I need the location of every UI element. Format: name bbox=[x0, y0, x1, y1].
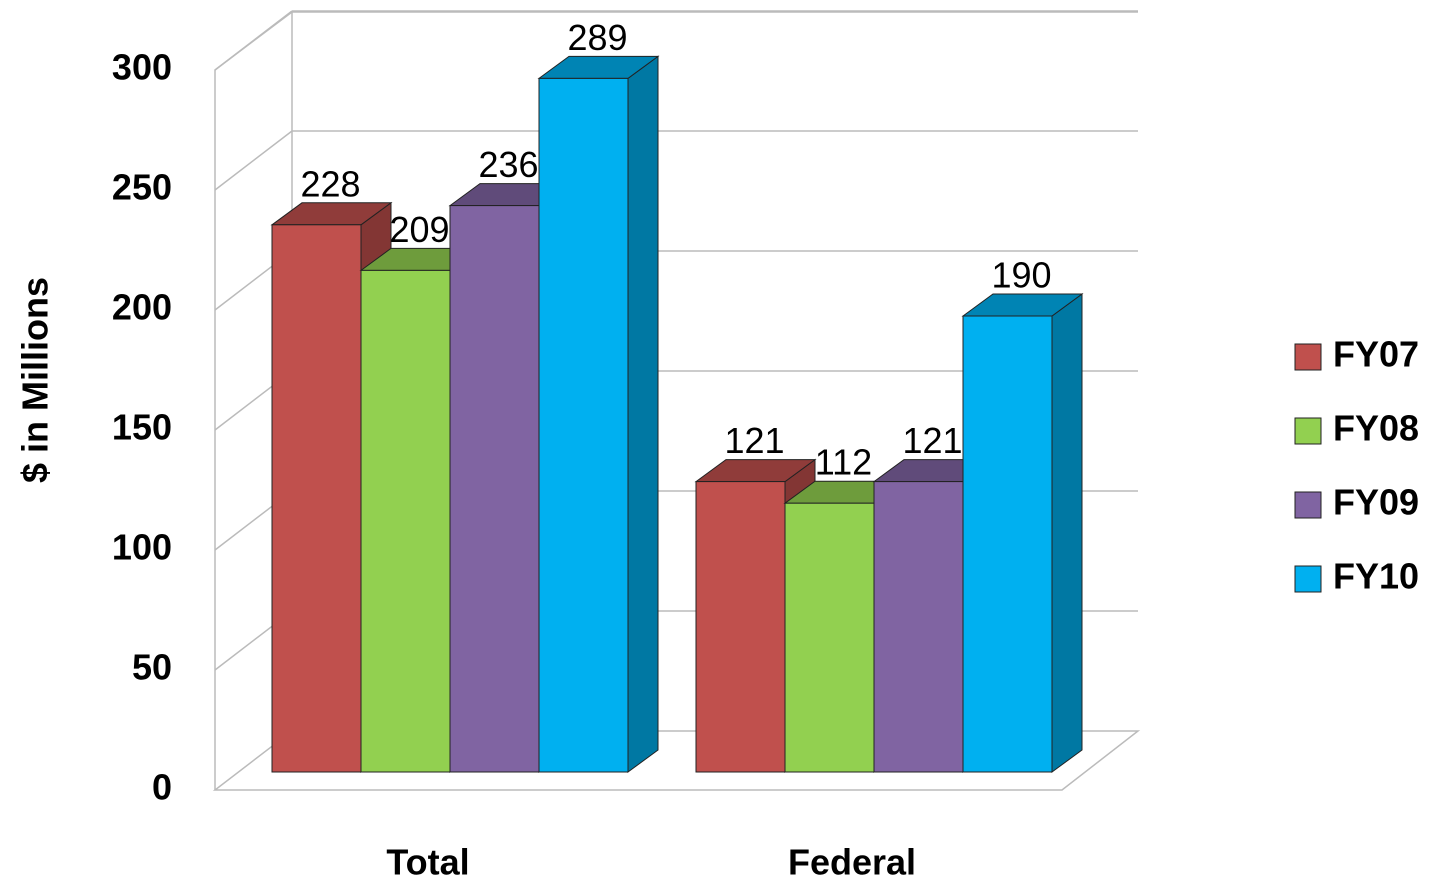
legend-label: FY08 bbox=[1333, 408, 1419, 449]
y-tick-label: 50 bbox=[132, 647, 172, 688]
y-tick-label: 200 bbox=[112, 287, 172, 328]
bar-side bbox=[1051, 293, 1083, 773]
legend-swatch bbox=[1294, 343, 1322, 371]
bar bbox=[271, 224, 362, 773]
legend-swatch bbox=[1294, 491, 1322, 519]
legend-label: FY09 bbox=[1333, 482, 1419, 523]
y-tick-label: 250 bbox=[112, 167, 172, 208]
data-label: 209 bbox=[389, 209, 449, 250]
data-label: 121 bbox=[724, 420, 784, 461]
data-label: 228 bbox=[300, 163, 360, 204]
bar bbox=[360, 269, 451, 773]
bar bbox=[538, 77, 629, 773]
y-tick-label: 0 bbox=[152, 767, 172, 808]
floor bbox=[212, 730, 1141, 791]
data-label: 112 bbox=[815, 442, 872, 483]
x-tick-label: Total bbox=[386, 842, 469, 883]
legend-swatch bbox=[1294, 565, 1322, 593]
data-label: 236 bbox=[478, 144, 538, 185]
y-axis-label: $ in Millions bbox=[15, 277, 56, 483]
bar bbox=[449, 205, 540, 773]
bar bbox=[784, 502, 875, 773]
bar bbox=[873, 481, 964, 773]
y-tick-label: 150 bbox=[112, 407, 172, 448]
legend-label: FY10 bbox=[1333, 556, 1419, 597]
data-label: 121 bbox=[902, 420, 962, 461]
legend-label: FY07 bbox=[1333, 334, 1419, 375]
bar bbox=[695, 481, 786, 773]
x-tick-label: Federal bbox=[788, 842, 916, 883]
legend-swatch bbox=[1294, 417, 1322, 445]
bar bbox=[962, 315, 1053, 773]
grid-line bbox=[214, 10, 293, 71]
data-label: 190 bbox=[991, 255, 1051, 296]
bar-side bbox=[627, 55, 659, 773]
y-tick-label: 300 bbox=[112, 47, 172, 88]
data-label: 289 bbox=[567, 17, 627, 58]
grid-line bbox=[214, 130, 293, 191]
y-tick-label: 100 bbox=[112, 527, 172, 568]
